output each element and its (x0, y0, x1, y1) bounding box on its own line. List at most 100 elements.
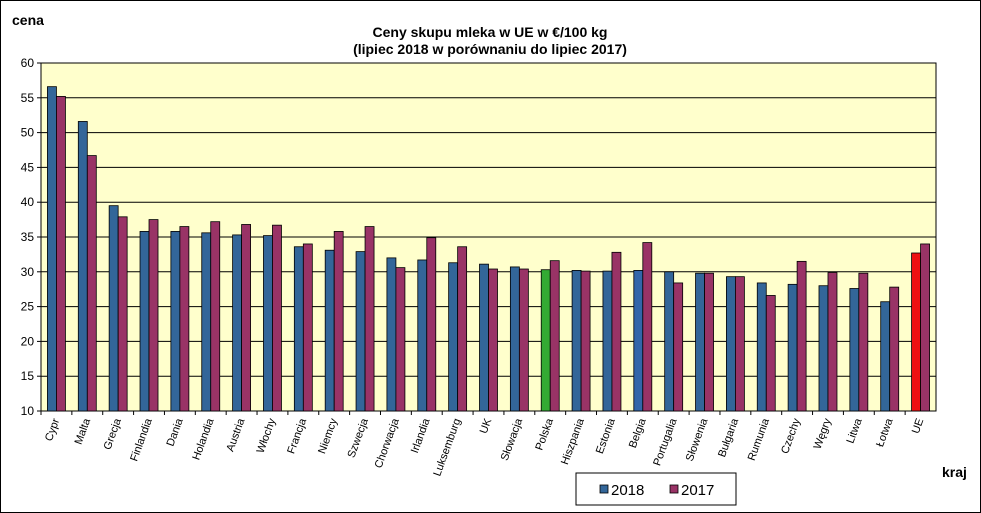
legend-swatch-2017 (669, 484, 679, 494)
bar-2017 (210, 221, 221, 412)
x-tick-label: Węgry (812, 416, 834, 450)
legend-label-2017: 2017 (681, 482, 714, 499)
bar-2017 (86, 155, 97, 412)
x-tick-label: Rumunia (746, 416, 773, 462)
bar-2018 (880, 301, 891, 412)
x-tick-label: Holandia (190, 416, 216, 462)
y-tick-label: 20 (21, 334, 35, 348)
x-tick-label: Polska (533, 416, 556, 452)
y-tick-label: 35 (21, 230, 35, 244)
bar-2018 (756, 282, 767, 412)
bar-2017 (549, 260, 560, 412)
bar-2018 (818, 285, 829, 412)
y-tick-labels: 10 15 20 25 30 35 40 45 50 55 60 (21, 56, 35, 418)
bar-2018 (787, 283, 798, 412)
bar-2018 (695, 272, 705, 412)
bar-2018 (386, 257, 397, 412)
y-tick-label: 60 (21, 56, 35, 70)
bar-2017 (889, 286, 900, 412)
y-tick-label: 10 (21, 404, 35, 418)
x-tick-label: Finlandia (128, 416, 155, 463)
bar-2018 (263, 235, 273, 412)
bar-2017 (117, 216, 128, 412)
x-tick-label: Irlandia (409, 416, 433, 455)
x-tick-label: Niemcy (316, 416, 340, 455)
bar-2018 (479, 263, 489, 412)
y-tick-label: 45 (21, 160, 35, 174)
chart-subtitle: (lipiec 2018 w porównaniu do lipiec 2017… (353, 41, 627, 57)
bar-2018 (108, 205, 119, 412)
bar-2017 (518, 268, 529, 412)
bar-2018 (725, 276, 736, 412)
y-tick-label: 15 (21, 369, 35, 383)
x-tick-label: Luksemburg (431, 417, 463, 478)
x-tick-label: Belgia (627, 416, 649, 450)
bars (40, 86, 930, 415)
y-tick-label: 30 (21, 265, 35, 279)
bar-2017 (580, 270, 591, 412)
x-tick-label: Słowacja (499, 416, 526, 462)
bar-2018 (417, 259, 428, 412)
bar-2018 (633, 270, 644, 412)
legend: 2018 2017 (575, 472, 737, 506)
bar-2018 (324, 249, 335, 412)
x-tick-label: Estonia (594, 416, 618, 455)
x-tick-label: Łotwa (874, 416, 896, 449)
bar-2018 (448, 262, 459, 412)
bar-2017 (920, 243, 930, 412)
bar-2018 (540, 269, 551, 412)
x-tick-label: UE (910, 417, 927, 435)
bar-2017 (858, 272, 869, 412)
bar-2017 (488, 268, 498, 412)
bar-2017 (827, 272, 838, 412)
bar-2018 (602, 270, 613, 412)
bar-2017 (796, 260, 807, 412)
bar-2017 (426, 237, 437, 412)
bar-2017 (642, 242, 653, 412)
x-tick-label: Szwecja (346, 416, 372, 459)
x-tick-label: Cypr (43, 417, 62, 443)
bar-2017 (704, 272, 714, 412)
bar-2017 (673, 282, 684, 412)
x-tick-label: Francja (285, 416, 309, 455)
x-tick-label: Słowenia (684, 416, 711, 463)
x-tick-label: Malta (73, 416, 94, 446)
bar-2017 (734, 276, 745, 412)
legend-label-2018: 2018 (611, 482, 644, 499)
bar-2018 (849, 288, 860, 412)
bar-2017 (333, 231, 344, 412)
x-tick-label: UK (478, 416, 495, 435)
bar-2017 (241, 224, 252, 412)
bar-2017 (179, 226, 190, 412)
y-tick-label: 25 (21, 300, 35, 314)
bar-2017 (148, 219, 159, 412)
y-tick-label: 55 (21, 91, 35, 105)
bar-2018 (664, 271, 675, 412)
chart-title: Ceny skupu mleka w UE w €/100 kg (373, 24, 608, 40)
x-tick-label: Portugalia (651, 416, 680, 467)
bar-2018 (293, 246, 304, 412)
x-tick-label: Dania (165, 416, 186, 448)
x-tick-label: Hiszpania (559, 416, 587, 466)
bar-2017 (56, 96, 66, 412)
x-tick-label: Chorwacja (373, 416, 402, 470)
bar-2017 (364, 226, 375, 412)
bar-2017 (611, 251, 622, 412)
bar-2018 (77, 121, 88, 412)
x-tick-label: Czechy (779, 416, 803, 455)
bar-2018 (47, 86, 57, 412)
x-tick-label: Grecja (102, 416, 125, 451)
bar-2018 (139, 231, 150, 412)
bar-2018 (232, 234, 243, 412)
x-tick-label: Litwa (845, 416, 865, 445)
bar-2018 (509, 266, 520, 412)
x-axis-label: kraj (942, 464, 967, 480)
y-tick-label: 50 (21, 126, 35, 140)
bar-2018 (170, 231, 181, 412)
bar-2017 (272, 224, 282, 412)
bar-2018 (355, 251, 366, 412)
bar-2018 (911, 252, 921, 412)
x-tick-label: Bułgaria (716, 416, 741, 459)
bar-2017 (302, 243, 313, 412)
